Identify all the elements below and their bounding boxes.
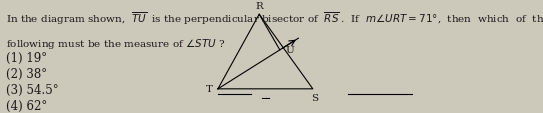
Text: S: S [311,93,318,102]
Text: (2) 38°: (2) 38° [5,67,47,80]
Text: In the diagram shown,  $\overline{TU}$  is the perpendicular bisector of  $\over: In the diagram shown, $\overline{TU}$ is… [5,10,543,27]
Text: T: T [206,85,213,93]
Text: (1) 19°: (1) 19° [5,52,47,65]
Text: U: U [285,46,294,54]
Text: (3) 54.5°: (3) 54.5° [5,83,58,96]
Text: (4) 62°: (4) 62° [5,99,47,112]
Text: R: R [255,1,263,10]
Text: following must be the measure of $\angle STU$ ?: following must be the measure of $\angle… [5,37,225,51]
